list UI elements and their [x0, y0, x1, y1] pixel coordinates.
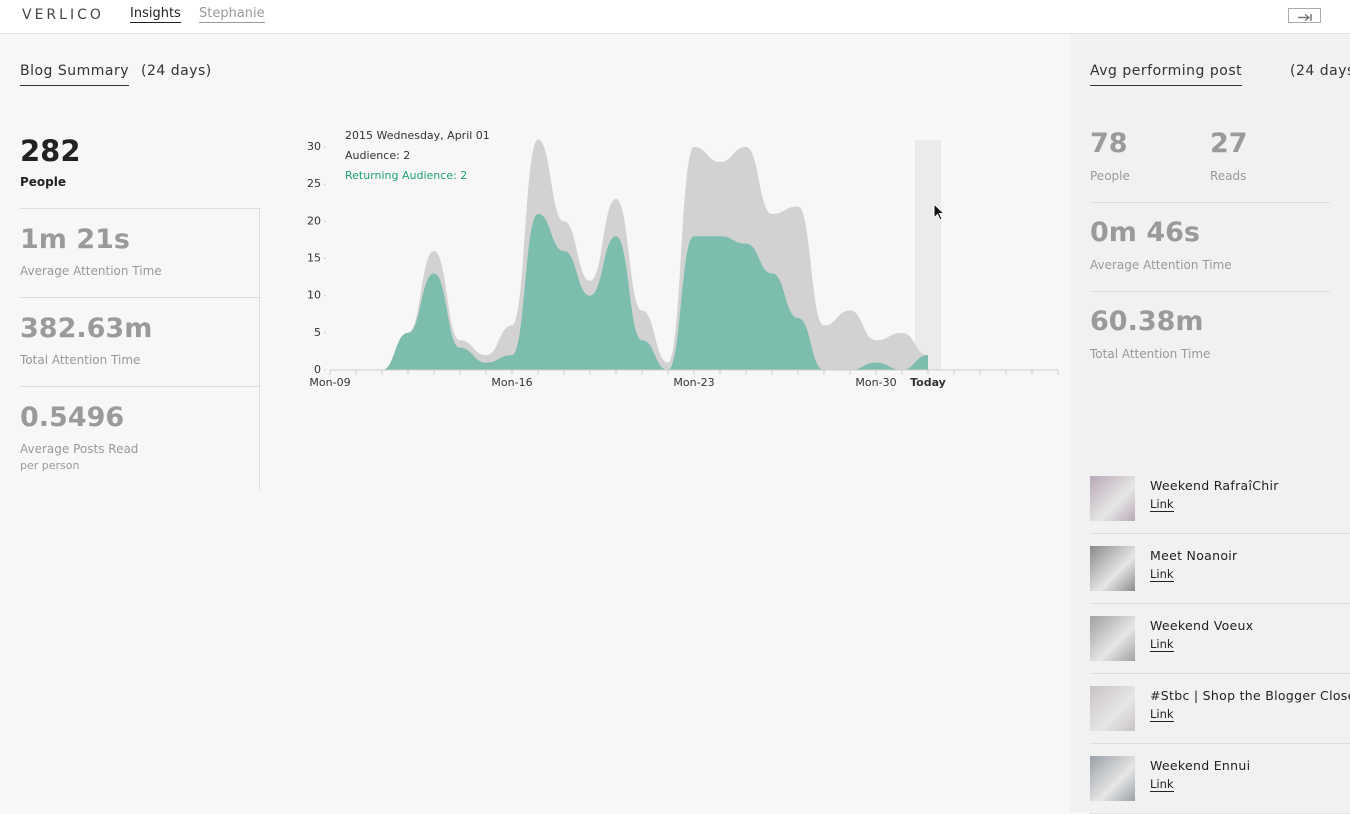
collapse-button[interactable]: [1288, 8, 1321, 23]
stat-label: Average Posts Read: [20, 442, 139, 456]
stat-label: Total Attention Time: [20, 353, 141, 367]
divider: [1090, 291, 1330, 292]
divider: [1090, 202, 1330, 203]
stat-label: Average Attention Time: [1090, 258, 1232, 272]
post-link[interactable]: Link: [1150, 497, 1174, 512]
stat-value: 1m 21s: [20, 224, 130, 255]
stat-value: 78: [1090, 128, 1128, 159]
y-tick-label: 30: [307, 140, 321, 153]
divider: [20, 208, 259, 209]
x-tick-label: Mon-09: [309, 376, 350, 389]
divider: [20, 386, 259, 387]
collapse-icon: [1298, 13, 1312, 22]
x-tick-label: Mon-30: [855, 376, 896, 389]
stat-label: People: [20, 175, 67, 189]
divider: [1090, 743, 1350, 744]
y-tick-label: 25: [307, 177, 321, 190]
divider: [1090, 603, 1350, 604]
tooltip-line: Returning Audience: 2: [345, 169, 467, 182]
thumbnail[interactable]: [1090, 756, 1135, 801]
stat-value: 0.5496: [20, 402, 125, 433]
y-tick-label: 0: [314, 363, 321, 376]
y-tick-label: 5: [314, 326, 321, 339]
post-title: #Stbc | Shop the Blogger Closet I: [1150, 688, 1350, 703]
stat-note: per person: [20, 459, 80, 472]
area: [330, 213, 928, 370]
top-nav: VERLICO Insights Stephanie: [0, 0, 1350, 34]
divider: [20, 297, 259, 298]
divider: [1090, 533, 1350, 534]
stat-label: Total Attention Time: [1090, 347, 1211, 361]
side-panel: [1070, 34, 1350, 812]
stat-value: 0m 46s: [1090, 217, 1200, 248]
stat-label: Reads: [1210, 169, 1247, 183]
post-title: Weekend Ennui: [1150, 758, 1251, 773]
section-title: Blog Summary: [20, 63, 130, 86]
post-title: Weekend RafraîChir: [1150, 478, 1279, 493]
post-link[interactable]: Link: [1150, 707, 1174, 722]
post-link[interactable]: Link: [1150, 637, 1174, 652]
tooltip-line: Audience: 2: [345, 149, 410, 162]
x-tick-label: Mon-16: [491, 376, 532, 389]
section-period: (24 days): [1290, 63, 1350, 79]
stat-label: People: [1090, 169, 1130, 183]
y-tick-label: 20: [307, 214, 321, 227]
nav-tab[interactable]: Stephanie: [199, 6, 265, 23]
section-period: (24 days): [141, 63, 212, 79]
post-link[interactable]: Link: [1150, 567, 1174, 582]
tooltip-date: 2015 Wednesday, April 01: [345, 129, 490, 142]
chart: 0 5 10 15 20 25 30 Mon-09 Mon-16 Mon-23 Mon-30 Toda…: [307, 129, 1059, 389]
post-title: Weekend Voeux: [1150, 618, 1254, 633]
stat-value: 382.63m: [20, 313, 153, 344]
y-tick-label: 10: [307, 289, 321, 302]
thumbnail[interactable]: [1090, 546, 1135, 591]
y-tick-label: 15: [307, 252, 321, 265]
post-title: Meet Noanoir: [1150, 548, 1238, 563]
post-link[interactable]: Link: [1150, 777, 1174, 792]
cursor: [933, 203, 946, 221]
stat-value: 282: [20, 134, 81, 168]
thumbnail[interactable]: [1090, 616, 1135, 661]
nav-tab[interactable]: Insights: [130, 6, 181, 23]
logo[interactable]: VERLICO: [22, 7, 104, 23]
stat-value: 27: [1210, 128, 1248, 159]
section-title: Avg performing post: [1090, 63, 1243, 86]
thumbnail[interactable]: [1090, 476, 1135, 521]
stat-value: 60.38m: [1090, 306, 1204, 337]
stat-label: Average Attention Time: [20, 264, 162, 278]
x-tick-label: Today: [910, 376, 946, 389]
divider: [1090, 673, 1350, 674]
thumbnail[interactable]: [1090, 686, 1135, 731]
x-tick-label: Mon-23: [673, 376, 714, 389]
hover-band: [915, 140, 941, 370]
divider: [259, 208, 260, 490]
